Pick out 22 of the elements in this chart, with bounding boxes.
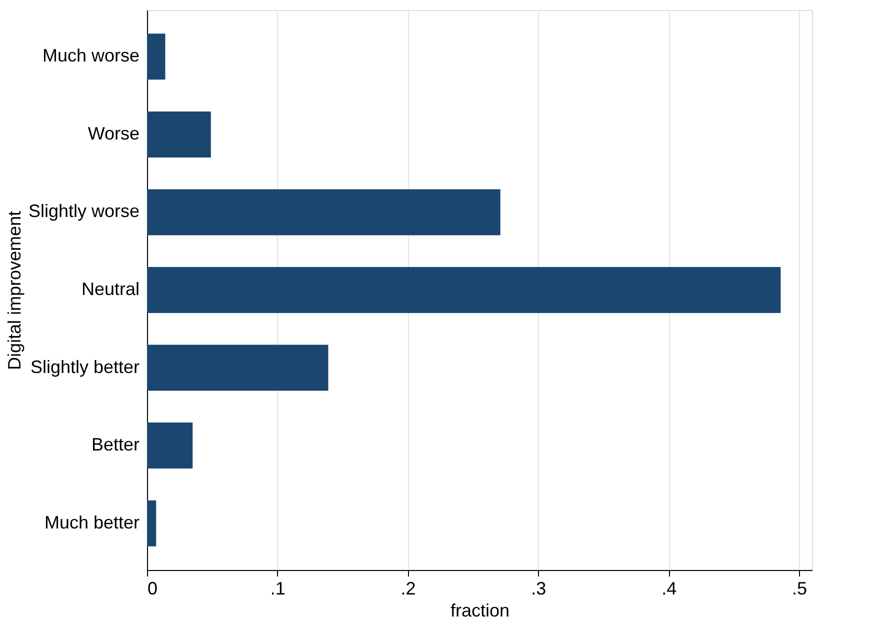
y-tick-label: Much worse [42, 46, 140, 66]
x-tick-label: .4 [662, 578, 677, 598]
bar [147, 267, 781, 313]
bar [147, 422, 193, 469]
x-axis-title: fraction [450, 600, 510, 620]
y-tick-label: Slightly better [30, 356, 140, 377]
y-tick-label: Slightly worse [28, 201, 140, 222]
bar [147, 34, 166, 80]
bar [147, 500, 156, 546]
y-tick-label: Worse [88, 123, 140, 144]
bar [147, 111, 211, 158]
bar [147, 189, 500, 236]
x-tick-label: .2 [400, 578, 416, 598]
x-tick-label: .3 [531, 578, 546, 598]
y-tick-label: Neutral [81, 279, 140, 299]
bar [147, 344, 328, 391]
y-tick-label: Much better [44, 512, 140, 532]
x-tick-label: 0 [148, 578, 158, 598]
y-axis-title: Digital improvement [4, 210, 24, 370]
x-tick-label: .5 [792, 578, 807, 598]
x-tick-label: .1 [270, 578, 286, 598]
y-tick-label: Better [91, 434, 140, 455]
